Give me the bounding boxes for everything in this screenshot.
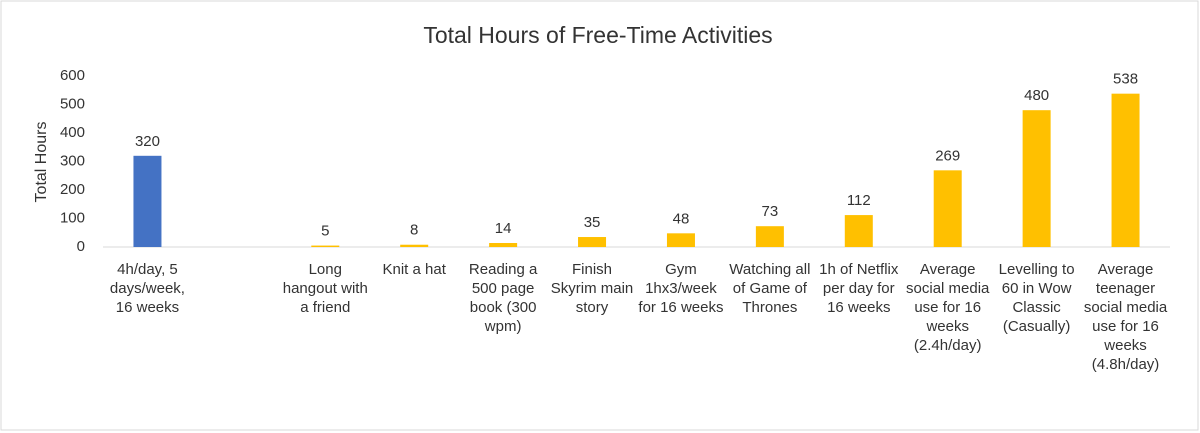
x-tick-label: Reading a 500 page book (300 wpm) xyxy=(468,261,538,335)
x-tick-label: Watching all of Game of Thrones xyxy=(729,261,811,316)
value-label: 320 xyxy=(135,133,160,150)
x-tick-label: Average teenager social media use for 16… xyxy=(1083,261,1168,373)
x-tick-label: Long hangout with a friend xyxy=(282,261,368,316)
bar xyxy=(844,215,873,247)
y-tick-label: 0 xyxy=(77,238,85,255)
y-tick-label: 400 xyxy=(60,124,85,141)
value-label: 48 xyxy=(673,210,690,227)
bar xyxy=(1111,93,1140,247)
value-label: 14 xyxy=(495,220,512,237)
chart-title: Total Hours of Free-Time Activities xyxy=(423,22,772,48)
y-tick-label: 300 xyxy=(60,152,85,169)
bar xyxy=(1022,110,1051,247)
x-tick-label: 1h of Netflix per day for 16 weeks xyxy=(819,261,899,316)
bar xyxy=(578,237,607,247)
x-tick-label: Levelling to 60 in Wow Classic (Casually… xyxy=(998,261,1075,335)
bar xyxy=(489,243,518,247)
x-tick-label: 4h/day, 5 days/week, 16 weeks xyxy=(109,261,185,316)
bar xyxy=(133,155,162,247)
x-tick-label: Finish Skyrim main story xyxy=(550,261,634,316)
y-axis-label: Total Hours xyxy=(33,122,50,203)
value-label: 35 xyxy=(584,214,601,231)
value-label: 8 xyxy=(410,222,418,239)
y-tick-label: 500 xyxy=(60,95,85,112)
bar xyxy=(755,226,784,247)
x-tick-label: Gym 1hx3/week for 16 weeks xyxy=(638,261,724,316)
y-tick-label: 600 xyxy=(60,67,85,84)
x-tick-label: Knit a hat xyxy=(382,261,446,278)
y-tick-label: 200 xyxy=(60,181,85,198)
y-tick-label: 100 xyxy=(60,209,85,226)
value-label: 5 xyxy=(321,223,329,240)
value-label: 112 xyxy=(847,192,871,209)
bar xyxy=(666,233,695,247)
value-label: 73 xyxy=(762,203,779,220)
value-label: 269 xyxy=(935,147,960,164)
value-label: 538 xyxy=(1113,71,1138,88)
bar xyxy=(933,170,962,247)
value-label: 480 xyxy=(1024,87,1049,104)
bar xyxy=(400,244,429,247)
x-tick-label: Average social media use for 16 weeks (2… xyxy=(906,261,990,354)
bar xyxy=(311,245,340,247)
